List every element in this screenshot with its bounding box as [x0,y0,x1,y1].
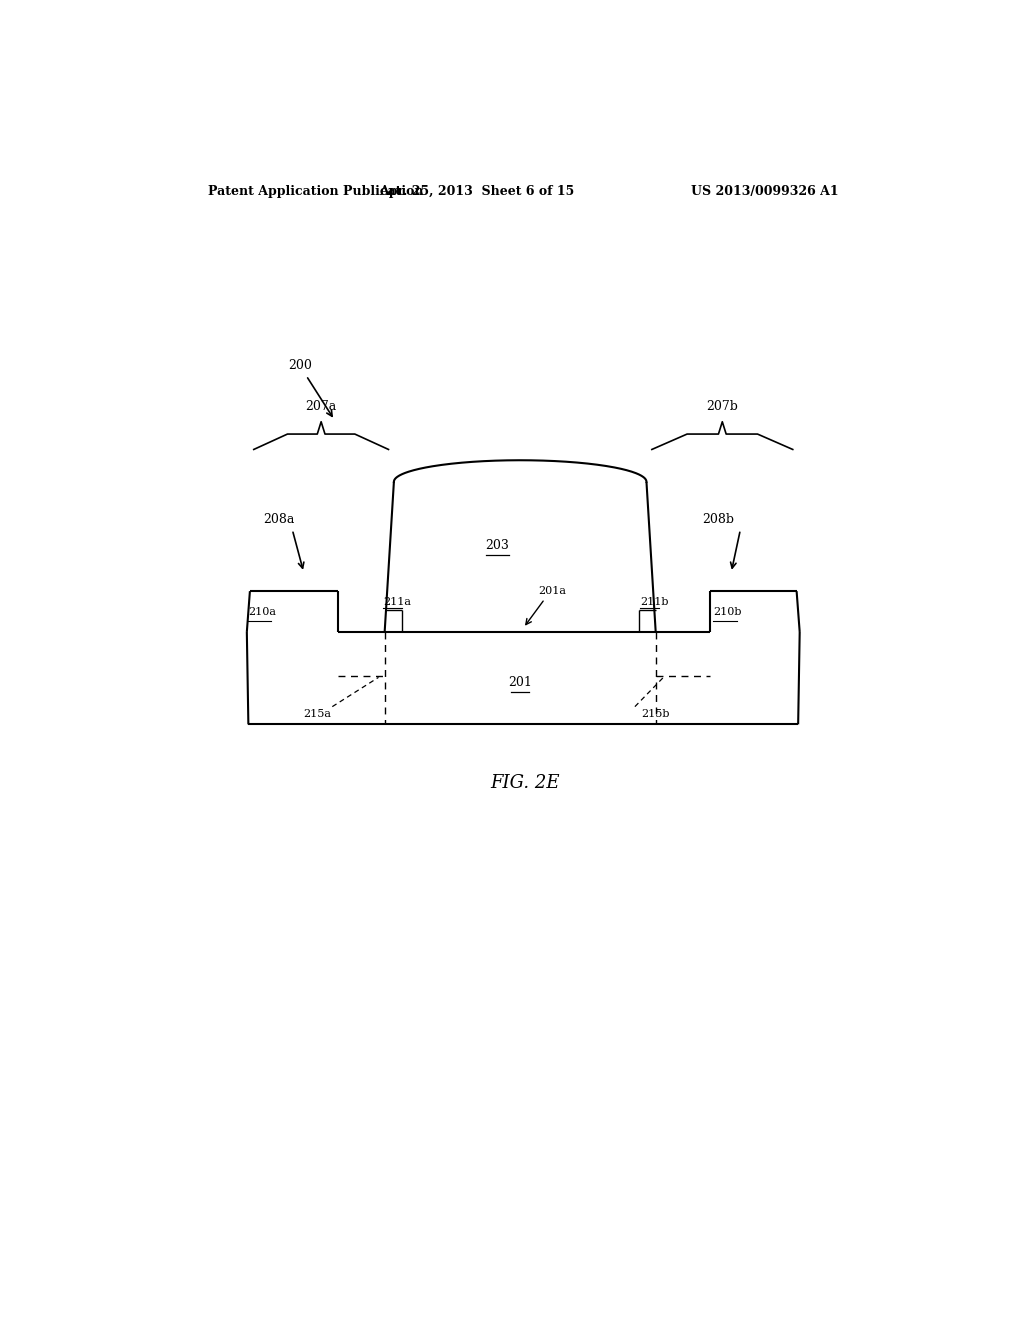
Text: 208b: 208b [701,513,734,527]
Text: 215a: 215a [303,709,331,719]
Text: 203: 203 [485,539,509,552]
Text: 207b: 207b [707,400,738,413]
Text: 208a: 208a [263,513,294,527]
Text: 211b: 211b [640,597,669,607]
Text: US 2013/0099326 A1: US 2013/0099326 A1 [691,185,839,198]
Text: Patent Application Publication: Patent Application Publication [208,185,423,198]
Text: 201a: 201a [539,586,566,595]
Text: 201: 201 [508,676,532,689]
Text: 215b: 215b [641,709,670,719]
Text: 200: 200 [289,359,312,372]
Text: 210b: 210b [714,607,742,616]
Text: FIG. 2E: FIG. 2E [490,775,559,792]
Text: 210a: 210a [249,607,276,616]
Text: 211a: 211a [383,597,411,607]
Text: 207a: 207a [305,400,337,413]
Text: Apr. 25, 2013  Sheet 6 of 15: Apr. 25, 2013 Sheet 6 of 15 [380,185,574,198]
